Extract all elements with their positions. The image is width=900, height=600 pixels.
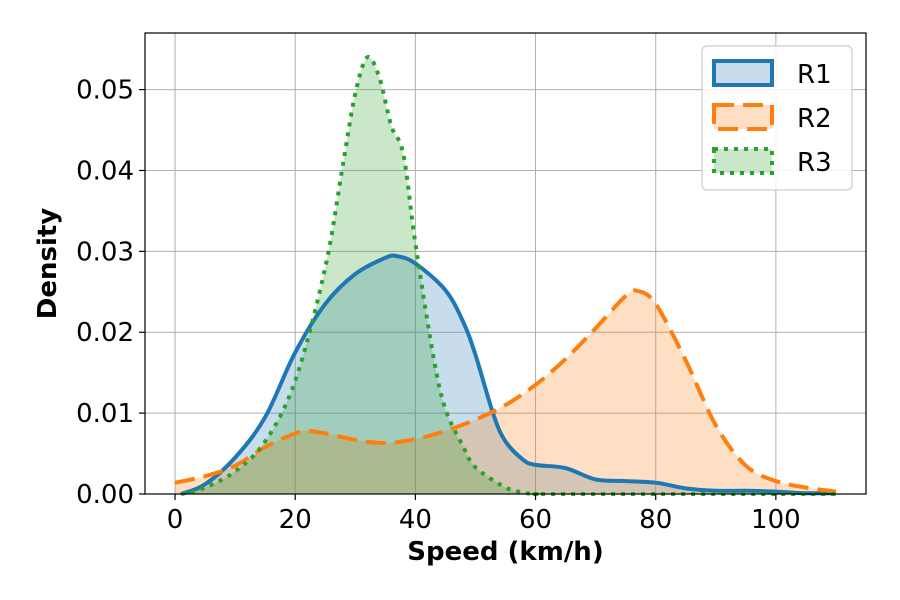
legend-box — [701, 45, 853, 191]
legend-swatch-r3 — [712, 147, 774, 175]
plot-frame — [144, 32, 867, 495]
y-tick-label: 0.05 — [76, 76, 134, 106]
x-tick-label: 80 — [639, 505, 672, 535]
y-tick-label: 0.02 — [76, 318, 134, 348]
x-axis-label: Speed (km/h) — [407, 537, 603, 567]
y-tick-label: 0.04 — [76, 156, 134, 186]
x-tick-label: 20 — [279, 505, 312, 535]
y-tick-label: 0.01 — [76, 399, 134, 429]
series-line-r1 — [180, 253, 836, 496]
plot-series — [174, 54, 837, 497]
x-tick-label: 100 — [751, 505, 801, 535]
x-tick-label: 40 — [399, 505, 432, 535]
x-tick-label: 60 — [519, 505, 552, 535]
legend-label-r2: R2 — [797, 104, 832, 134]
x-tick-label: 0 — [167, 505, 184, 535]
series-fill-r2 — [175, 290, 836, 494]
legend-label-r3: R3 — [797, 148, 832, 178]
series-fill-r1 — [181, 255, 836, 494]
axis-ticks: 0 20 40 60 80 100 0.00 0.01 0.02 0.03 0.04 0.05 — [76, 76, 801, 535]
legend-label-r1: R1 — [797, 60, 832, 90]
legend-swatch-r2 — [712, 103, 774, 131]
series-fill-r3 — [181, 56, 836, 494]
series-line-r2 — [174, 288, 837, 494]
y-tick-label: 0.00 — [76, 480, 134, 510]
y-tick-label: 0.03 — [76, 237, 134, 267]
legend: R1 R2 R3 — [701, 45, 853, 191]
legend-swatch-r1 — [712, 59, 774, 87]
y-axis-label: Density — [33, 208, 63, 320]
